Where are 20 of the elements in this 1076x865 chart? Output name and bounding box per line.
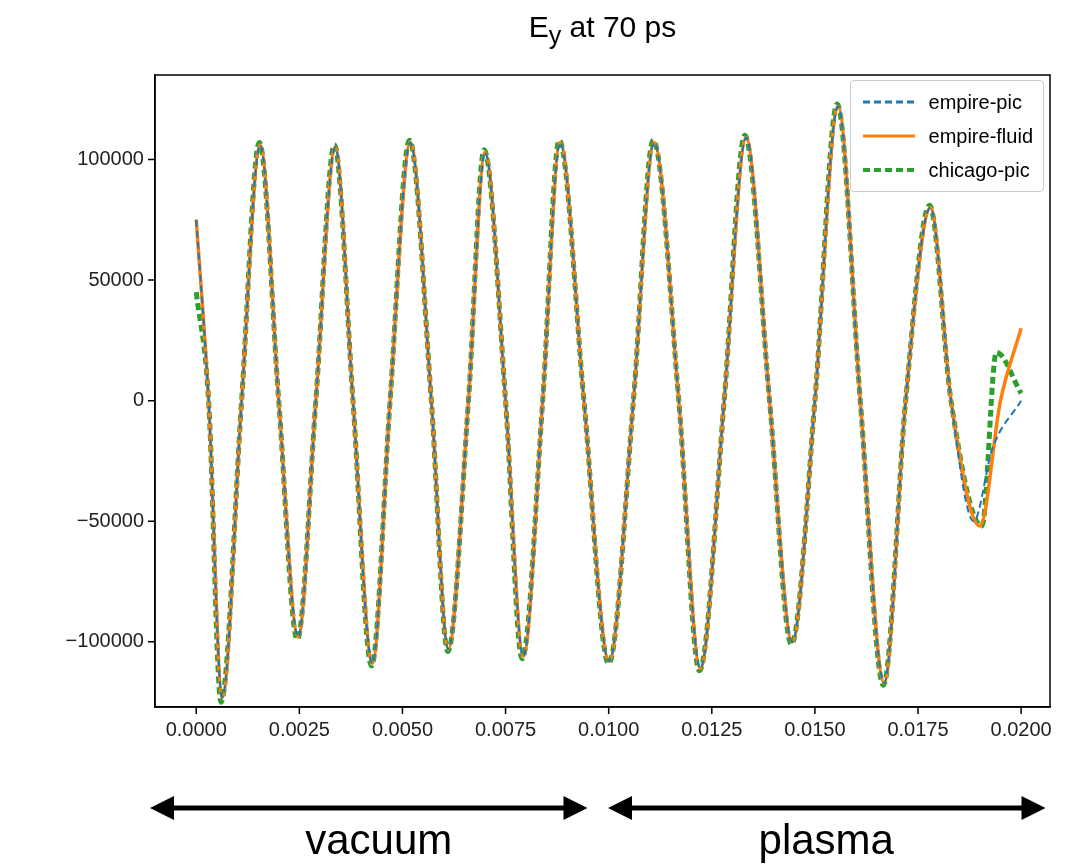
x-tick-label: 0.0000 xyxy=(165,717,227,740)
text: plasma xyxy=(757,815,895,865)
y-tick-label: 50000 xyxy=(88,267,144,290)
y-tick-label: −100000 xyxy=(65,629,144,652)
chart-title: E$_{y}$ at 70 ps xyxy=(527,10,678,50)
x-tick-label: 0.0150 xyxy=(784,717,846,740)
legend-label: chicago-pic xyxy=(928,158,1030,182)
x-tick-label: 0.0125 xyxy=(681,717,743,740)
x-tick-label: 0.0175 xyxy=(887,717,949,740)
x-tick-label: 0.0075 xyxy=(474,717,537,740)
x-tick-label: 0.0050 xyxy=(371,717,434,740)
legend-label: empire-pic xyxy=(928,90,1022,114)
x-tick-label: 0.0100 xyxy=(578,717,640,740)
legend-label: empire-fluid xyxy=(928,124,1033,148)
text: vacuum xyxy=(304,815,454,865)
y-tick-label: −50000 xyxy=(76,508,144,531)
y-tick-label: 0 xyxy=(132,388,144,411)
x-tick-label: 0.0025 xyxy=(268,717,330,740)
x-tick-label: 0.0200 xyxy=(990,717,1052,740)
y-tick-label: 100000 xyxy=(77,146,144,169)
